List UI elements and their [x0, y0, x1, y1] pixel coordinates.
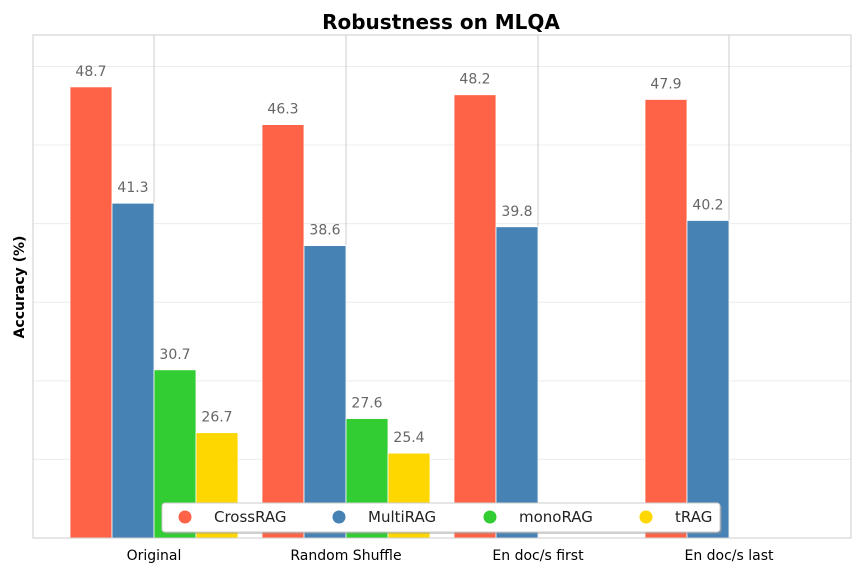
- chart-title: Robustness on MLQA: [322, 10, 560, 34]
- data-label: 47.9: [650, 76, 681, 92]
- bar-crossrag-1: [69, 86, 113, 539]
- legend-label-crossrag: CrossRAG: [214, 508, 287, 526]
- bar-crossrag-3: [453, 94, 497, 539]
- bar-crossrag-4: [644, 99, 688, 539]
- legend-box: [161, 502, 721, 533]
- legend: CrossRAG MultiRAG monoRAG tRAG: [161, 502, 722, 534]
- data-label: 27.6: [351, 396, 382, 412]
- data-label: 25.4: [393, 430, 424, 446]
- plot-frame: [32, 34, 852, 539]
- data-label-layer: 48.7 46.3 48.2 47.9 41.3 38.6 39.8 40.2 30.7 27.6…: [75, 64, 723, 446]
- x-tick-layer: Original Random Shuffle En doc/s first En d…: [127, 548, 774, 564]
- x-tick-label: Original: [127, 548, 182, 564]
- legend-label-multirag: MultiRAG: [368, 508, 436, 526]
- data-label: 38.6: [309, 223, 340, 239]
- x-tick-label: Random Shuffle: [290, 548, 401, 564]
- data-label: 26.7: [201, 410, 232, 426]
- bar-multirag-2: [303, 245, 347, 539]
- data-label: 30.7: [159, 347, 190, 363]
- legend-marker-crossrag: [178, 510, 192, 524]
- legend-marker-trag: [639, 510, 653, 524]
- data-label: 40.2: [692, 197, 723, 213]
- x-tick-label: En doc/s last: [684, 548, 774, 564]
- bar-layer: [69, 86, 730, 539]
- legend-label-trag: tRAG: [675, 508, 712, 526]
- bar-crossrag-2: [261, 124, 305, 539]
- legend-label-monorag: monoRAG: [519, 508, 593, 526]
- data-label: 46.3: [267, 102, 298, 118]
- legend-marker-monorag: [483, 510, 497, 524]
- data-label: 41.3: [117, 180, 148, 196]
- legend-marker-multirag: [332, 510, 346, 524]
- bar-multirag-4: [686, 220, 730, 539]
- data-label: 48.7: [75, 64, 106, 80]
- bar-multirag-3: [495, 226, 539, 539]
- bar-multirag-1: [111, 202, 155, 539]
- y-axis-label: Accuracy (%): [12, 236, 28, 339]
- data-label: 39.8: [501, 204, 532, 220]
- x-tick-label: En doc/s first: [492, 548, 584, 564]
- data-label: 48.2: [459, 72, 490, 88]
